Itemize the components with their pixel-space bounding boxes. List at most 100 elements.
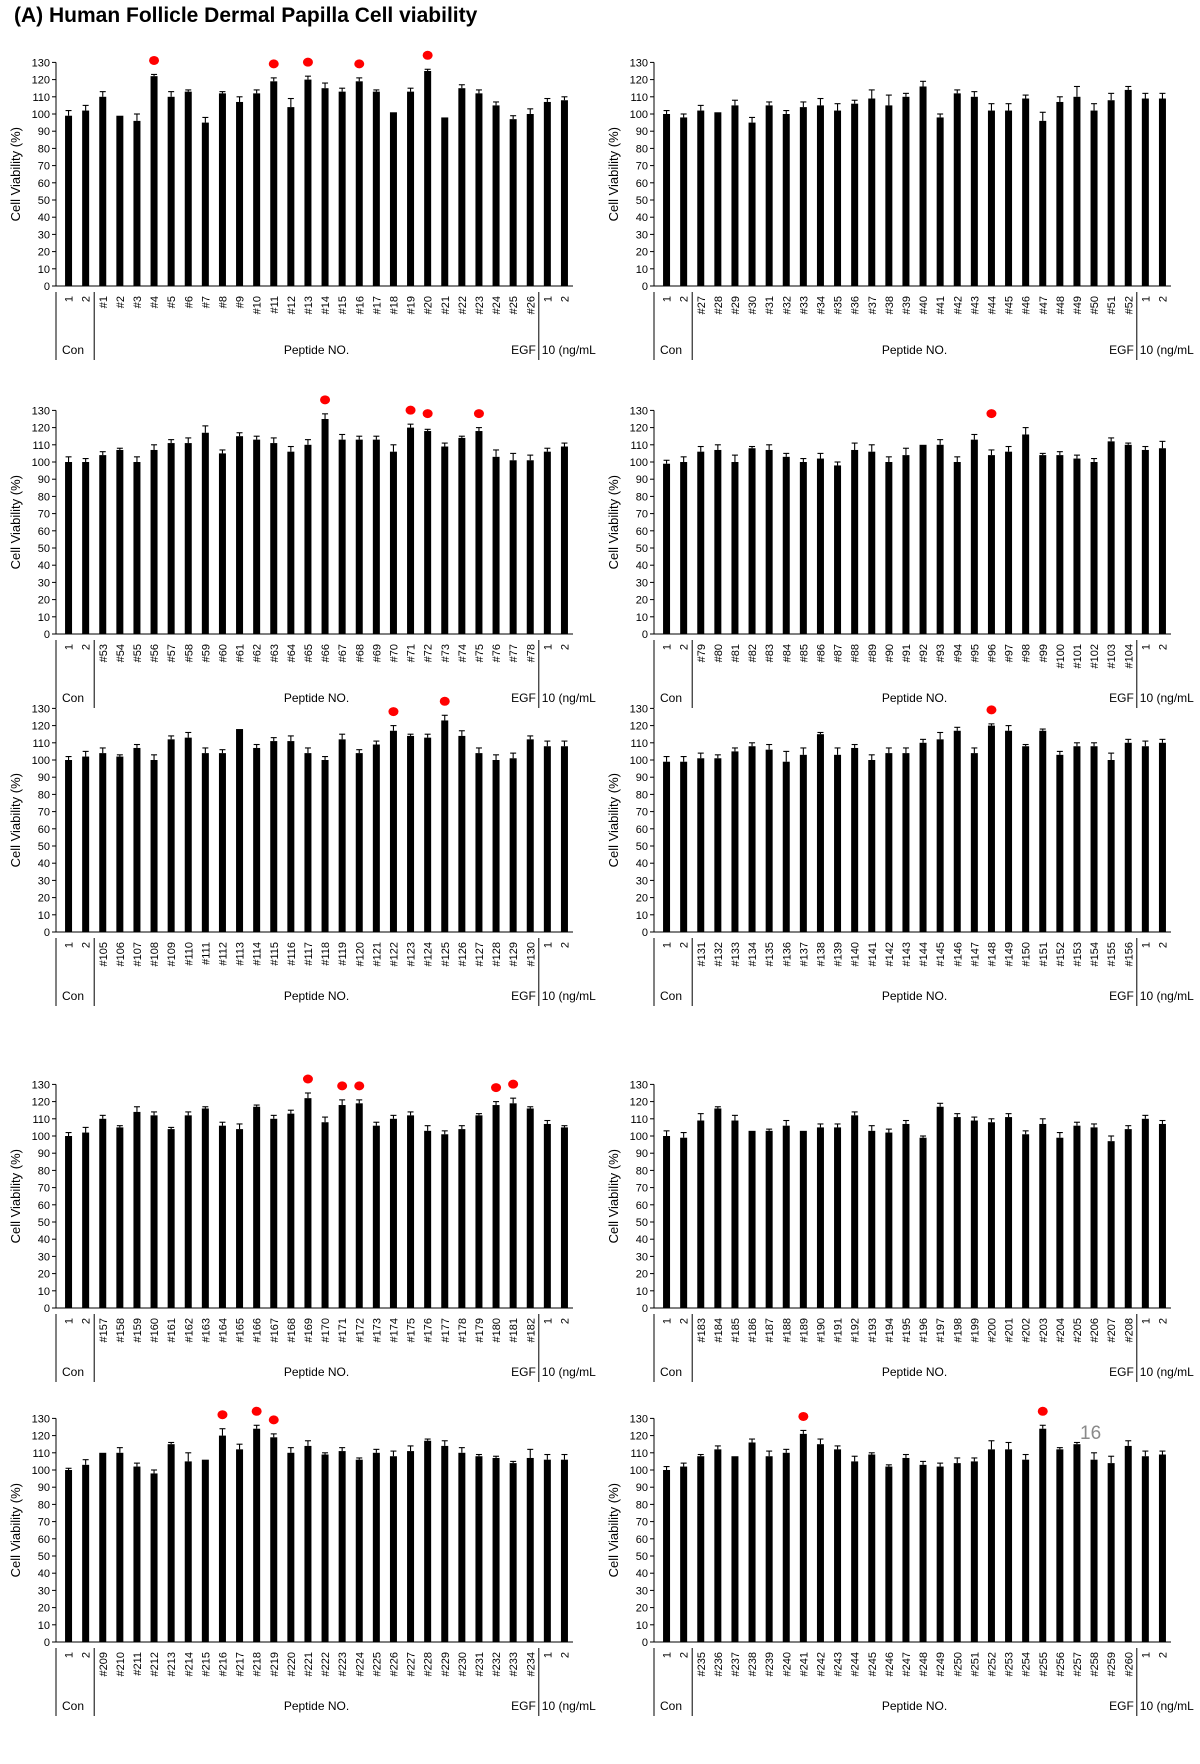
- y-tick-label: 90: [38, 1482, 50, 1494]
- significance-marker: [422, 50, 433, 60]
- bar: [287, 451, 295, 634]
- category-label: 2: [81, 644, 93, 650]
- y-tick-label: 120: [630, 721, 648, 733]
- y-tick-label: 80: [38, 1499, 50, 1511]
- category-label: #195: [901, 1318, 913, 1342]
- bar: [1039, 730, 1047, 932]
- bar: [953, 730, 961, 932]
- bar: [201, 753, 209, 932]
- bar: [236, 1129, 244, 1308]
- bar: [424, 737, 432, 932]
- y-tick-label: 0: [44, 927, 50, 939]
- bar: [236, 436, 244, 634]
- group-label-egf-unit: 10 (ng/mL): [542, 691, 596, 705]
- y-tick-label: 130: [32, 57, 50, 69]
- bar: [970, 1120, 978, 1308]
- category-label: #111: [200, 942, 212, 965]
- y-tick-label: 30: [38, 1251, 50, 1263]
- bar: [987, 455, 995, 634]
- category-label: #38: [884, 296, 896, 314]
- category-label: #179: [474, 1318, 486, 1342]
- bar: [424, 1130, 432, 1308]
- category-label: #167: [269, 1318, 281, 1342]
- category-label: #187: [764, 1318, 776, 1342]
- bar: [184, 91, 192, 286]
- category-label: #178: [457, 1318, 469, 1342]
- group-label-peptides: Peptide NO.: [284, 989, 349, 1003]
- bar: [65, 1136, 73, 1308]
- bar: [99, 96, 107, 286]
- bar: [355, 753, 363, 932]
- y-tick-label: 60: [636, 526, 648, 538]
- category-label: #15: [337, 296, 349, 314]
- bar: [321, 760, 329, 932]
- bar: [663, 1470, 671, 1642]
- y-tick-label: 110: [32, 92, 50, 104]
- bar: [389, 451, 397, 634]
- y-tick-label: 50: [636, 841, 648, 853]
- bar: [851, 1461, 859, 1642]
- category-label: #34: [815, 296, 827, 314]
- bar: [1141, 1456, 1149, 1642]
- bar: [1056, 754, 1064, 932]
- category-label: #251: [969, 1652, 981, 1676]
- category-label: #93: [935, 644, 947, 662]
- y-tick-label: 90: [38, 772, 50, 784]
- bar: [885, 105, 893, 287]
- y-tick-label: 90: [38, 126, 50, 138]
- chart-panel-3: Cell Viability (%) 0 10 20 30 40 50 60 70 80 90 100…: [0, 388, 596, 708]
- significance-marker: [354, 1081, 365, 1091]
- category-label: #259: [1106, 1652, 1118, 1676]
- group-label-egf: EGF: [1109, 1365, 1134, 1379]
- chart-4-svg: Cell Viability (%) 0 10 20 30 40 50 60 70 80 90 100…: [606, 405, 1194, 708]
- y-tick-label: 40: [636, 858, 648, 870]
- category-label: #107: [132, 942, 144, 966]
- y-tick-label: 60: [38, 1200, 50, 1212]
- group-label-egf: EGF: [511, 343, 536, 357]
- category-label: #146: [952, 942, 964, 966]
- y-tick-label: 80: [636, 143, 648, 155]
- y-tick-label: 30: [636, 577, 648, 589]
- bar: [492, 1105, 500, 1308]
- y-tick-label: 130: [630, 703, 648, 715]
- group-label-peptides: Peptide NO.: [284, 691, 349, 705]
- group-label-peptides: Peptide NO.: [284, 1365, 349, 1379]
- bar: [407, 1451, 415, 1642]
- bar: [1073, 1125, 1081, 1308]
- category-label: #230: [457, 1652, 469, 1676]
- category-label: #117: [303, 942, 315, 966]
- chart-panel-9: Cell Viability (%) 0 10 20 30 40 50 60 70 80 90 100…: [0, 1396, 596, 1716]
- category-label: #24: [491, 296, 503, 314]
- bar: [150, 76, 158, 286]
- y-tick-label: 40: [38, 1568, 50, 1580]
- bar: [304, 1098, 312, 1308]
- category-label: #184: [713, 1318, 725, 1342]
- bar: [218, 93, 226, 286]
- group-label-control: Con: [660, 1699, 682, 1713]
- bar: [389, 1456, 397, 1642]
- y-tick-label: 60: [38, 824, 50, 836]
- bar: [697, 110, 705, 286]
- category-label: #131: [696, 942, 708, 966]
- category-label: #109: [166, 942, 178, 966]
- bar: [765, 1130, 773, 1308]
- y-tick-label: 0: [642, 629, 648, 641]
- significance-marker: [354, 59, 365, 69]
- bar: [355, 1103, 363, 1308]
- bar: [851, 1115, 859, 1308]
- category-label: #40: [918, 296, 930, 314]
- category-label: #247: [901, 1652, 913, 1676]
- category-label: #222: [320, 1652, 332, 1676]
- category-label: #102: [1089, 644, 1101, 668]
- category-label: #66: [320, 644, 332, 662]
- bar: [868, 760, 876, 932]
- group-label-egf: EGF: [1109, 343, 1134, 357]
- bar: [834, 1449, 842, 1642]
- y-tick-label: 0: [642, 1637, 648, 1649]
- bar: [475, 1456, 483, 1642]
- y-tick-label: 30: [38, 229, 50, 241]
- y-tick-label: 130: [630, 1079, 648, 1091]
- category-label: 2: [679, 296, 691, 302]
- y-tick-label: 130: [32, 1079, 50, 1091]
- bar: [970, 1461, 978, 1642]
